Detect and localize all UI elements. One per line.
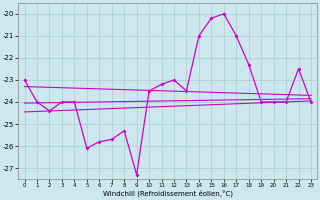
X-axis label: Windchill (Refroidissement éolien,°C): Windchill (Refroidissement éolien,°C) [103,190,233,197]
